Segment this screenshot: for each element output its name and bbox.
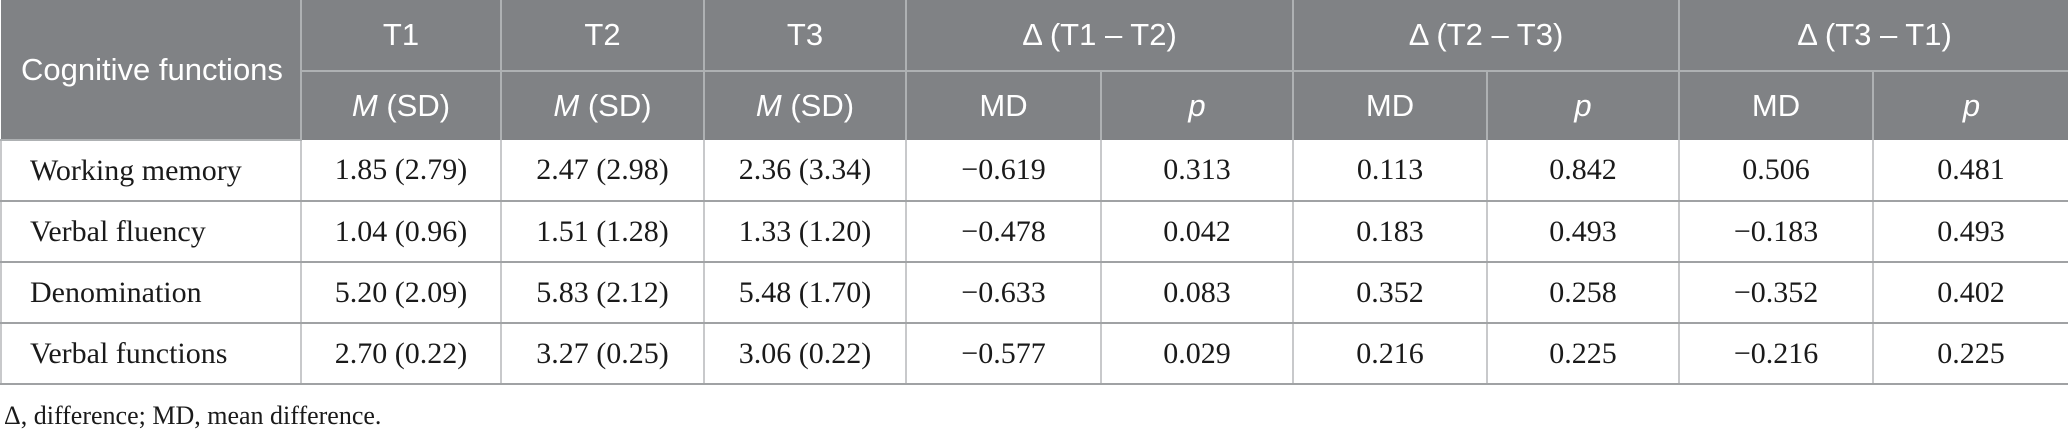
sd-text: (SD): [781, 88, 855, 123]
cell-t3: 2.36 (3.34): [703, 140, 907, 202]
cell-p-t2-t3: 0.842: [1486, 140, 1681, 202]
header-delta-t3-t1: Δ (T3 – T1): [1678, 0, 2068, 72]
cell-md-t3-t1: −0.183: [1678, 201, 1875, 263]
cell-p-t1-t2: 0.083: [1099, 262, 1295, 324]
cell-p-t3-t1: 0.481: [1872, 140, 2068, 202]
table-row-verbal-fluency: Verbal fluency 1.04 (0.96) 1.51 (1.28) 1…: [0, 201, 2068, 263]
cell-t1: 1.04 (0.96): [300, 201, 502, 263]
m-italic: M: [351, 88, 378, 123]
sd-text: (SD): [579, 88, 652, 123]
subheader-md-t1-t2: MD: [905, 71, 1101, 140]
cell-md-t2-t3: 0.183: [1292, 201, 1489, 263]
row-label: Working memory: [0, 140, 302, 202]
table-footnote: Δ, difference; MD, mean difference.: [4, 401, 382, 430]
cell-t3: 1.33 (1.20): [703, 201, 907, 263]
subheader-m-sd-t3: M (SD): [703, 71, 906, 140]
cell-md-t2-t3: 0.352: [1292, 262, 1489, 324]
cell-t2: 2.47 (2.98): [500, 140, 705, 202]
cell-t1: 2.70 (0.22): [300, 323, 502, 385]
cell-t2: 5.83 (2.12): [500, 262, 705, 324]
cell-p-t3-t1: 0.402: [1872, 262, 2068, 324]
cell-p-t1-t2: 0.029: [1099, 323, 1295, 385]
cell-p-t3-t1: 0.493: [1872, 201, 2068, 263]
sd-text: (SD): [377, 88, 451, 123]
header-row-sub: M (SD) M (SD) M (SD) MD p MD p MD p: [1, 71, 2068, 140]
cell-p-t3-t1: 0.225: [1872, 323, 2068, 385]
header-cognitive-functions: Cognitive functions: [1, 0, 301, 141]
cell-p-t2-t3: 0.225: [1486, 323, 1681, 385]
cell-t2: 3.27 (0.25): [500, 323, 705, 385]
subheader-md-t3-t1: MD: [1678, 71, 1874, 140]
subheader-m-sd-t1: M (SD): [300, 71, 501, 140]
subheader-m-sd-t2: M (SD): [500, 71, 704, 140]
header-t3: T3: [703, 0, 906, 72]
row-label: Verbal fluency: [0, 201, 302, 263]
cell-t3: 5.48 (1.70): [703, 262, 907, 324]
row-label: Denomination: [0, 262, 302, 324]
cell-md-t2-t3: 0.113: [1292, 140, 1489, 202]
row-label: Verbal functions: [0, 323, 302, 385]
subheader-p-t3-t1: p: [1872, 71, 2068, 140]
cell-md-t1-t2: −0.619: [905, 140, 1102, 202]
cell-md-t1-t2: −0.478: [905, 201, 1102, 263]
cell-p-t1-t2: 0.313: [1099, 140, 1295, 202]
header-t1: T1: [300, 0, 501, 72]
header-row-groups: Cognitive functions T1 T2 T3 Δ (T1 – T2)…: [1, 0, 2068, 141]
table-row-denomination: Denomination 5.20 (2.09) 5.83 (2.12) 5.4…: [0, 262, 2068, 324]
m-italic: M: [755, 88, 782, 123]
table-row-working-memory: Working memory 1.85 (2.79) 2.47 (2.98) 2…: [0, 140, 2068, 202]
cell-md-t2-t3: 0.216: [1292, 323, 1489, 385]
cell-md-t3-t1: 0.506: [1678, 140, 1875, 202]
cell-t1: 5.20 (2.09): [300, 262, 502, 324]
cell-p-t2-t3: 0.258: [1486, 262, 1681, 324]
cell-t3: 3.06 (0.22): [703, 323, 907, 385]
cell-md-t1-t2: −0.633: [905, 262, 1102, 324]
cell-md-t3-t1: −0.352: [1678, 262, 1875, 324]
subheader-p-t2-t3: p: [1486, 71, 1680, 140]
header-t2: T2: [500, 0, 704, 72]
cell-p-t2-t3: 0.493: [1486, 201, 1681, 263]
header-delta-t2-t3: Δ (T2 – T3): [1292, 0, 1680, 72]
m-italic: M: [553, 88, 580, 123]
cell-t1: 1.85 (2.79): [300, 140, 502, 202]
cell-md-t1-t2: −0.577: [905, 323, 1102, 385]
header-delta-t1-t2: Δ (T1 – T2): [904, 0, 1294, 72]
subheader-md-t2-t3: MD: [1292, 71, 1488, 140]
subheader-p-t1-t2: p: [1099, 71, 1294, 140]
cell-p-t1-t2: 0.042: [1099, 201, 1295, 263]
table-row-verbal-functions: Verbal functions 2.70 (0.22) 3.27 (0.25)…: [0, 323, 2068, 385]
cognitive-functions-table: Cognitive functions T1 T2 T3 Δ (T1 – T2)…: [0, 0, 2068, 385]
cell-t2: 1.51 (1.28): [500, 201, 705, 263]
cell-md-t3-t1: −0.216: [1678, 323, 1875, 385]
